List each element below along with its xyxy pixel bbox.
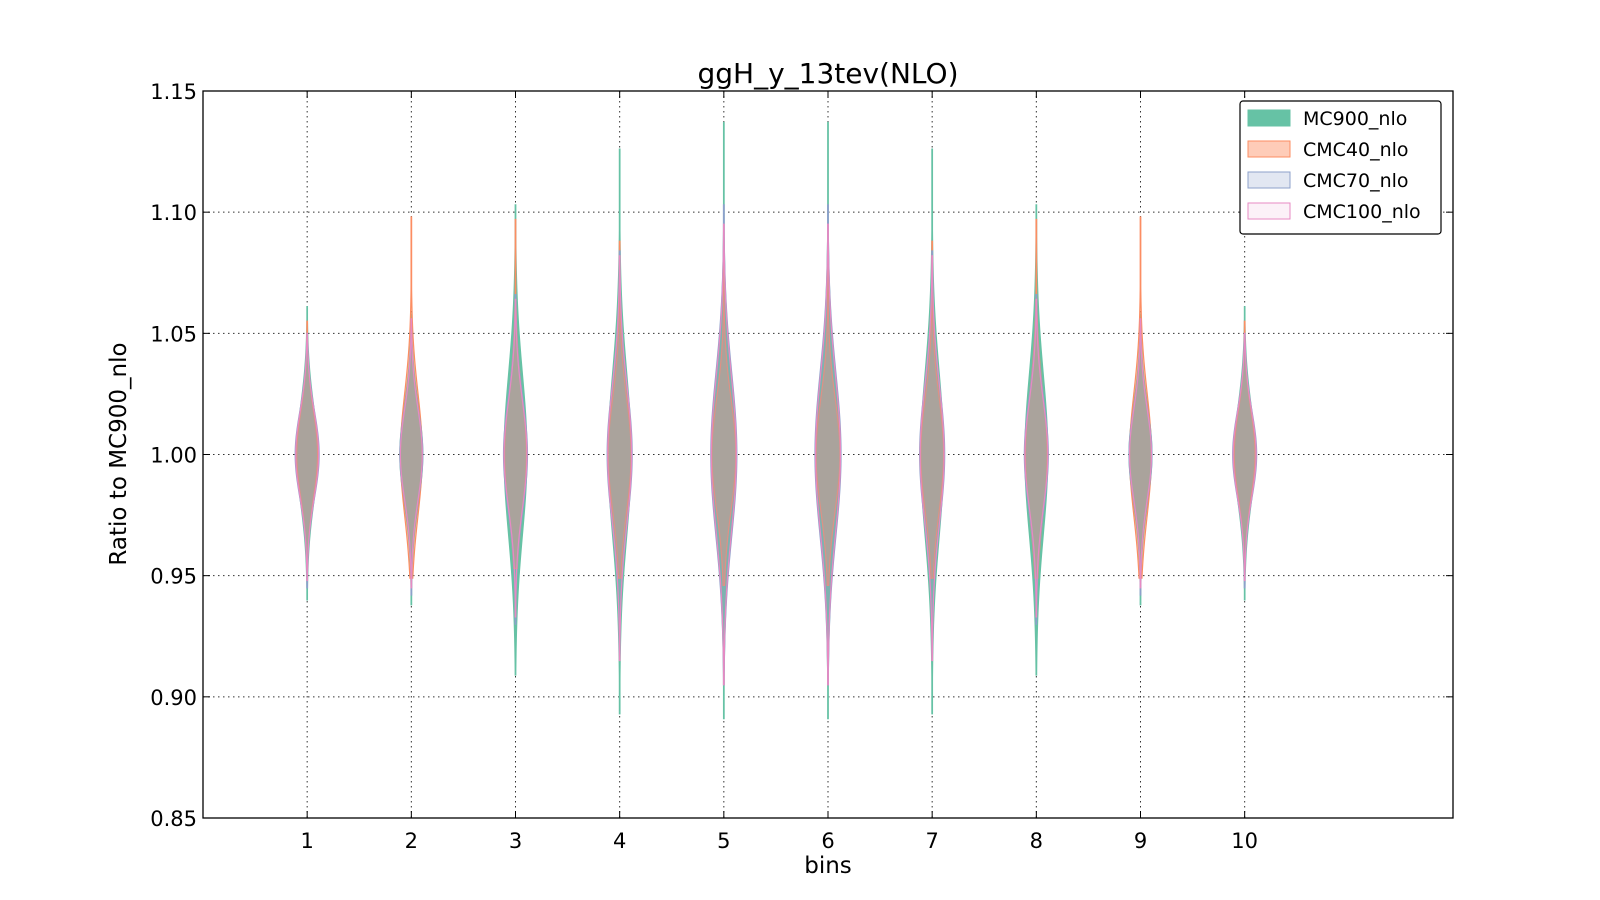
legend-label-CMC40_nlo: CMC40_nlo (1303, 139, 1409, 161)
violin-CMC100_nlo-bin-3 (503, 298, 528, 618)
violins (294, 121, 1258, 720)
x-tick-label: 1 (300, 829, 313, 853)
y-tick-label: 0.95 (150, 565, 197, 589)
legend: MC900_nlo CMC40_nlo CMC70_nlo CMC100_nlo (1239, 100, 1442, 235)
legend-label-CMC70_nlo: CMC70_nlo (1303, 170, 1409, 192)
legend-swatch-CMC40_nlo (1247, 140, 1291, 158)
violin-CMC100_nlo-bin-5 (710, 223, 737, 686)
violin-series-CMC100_nlo (295, 223, 1257, 686)
violin-CMC100_nlo-bin-7 (919, 255, 945, 662)
legend-label-MC900_nlo: MC900_nlo (1303, 108, 1407, 130)
violin-MC900_nlo-bin-3 (503, 204, 528, 676)
violin-CMC100_nlo-bin-9 (1128, 318, 1153, 589)
violin-CMC100_nlo-bin-10 (1232, 332, 1257, 582)
legend-swatch-MC900_nlo (1247, 109, 1291, 127)
violin-CMC40_nlo-bin-1 (296, 320, 319, 569)
violin-CMC100_nlo-bin-1 (295, 332, 320, 582)
legend-swatch-CMC70_nlo (1247, 171, 1291, 189)
violin-CMC100_nlo-bin-2 (399, 318, 423, 589)
violin-CMC100_nlo-bin-4 (607, 255, 633, 662)
x-tick-label: 8 (1030, 829, 1043, 853)
violin-CMC70_nlo-bin-5 (710, 204, 738, 686)
x-axis-label: bins (804, 853, 852, 879)
legend-swatch-CMC100_nlo (1247, 202, 1291, 220)
x-tick-label: 3 (509, 829, 522, 853)
legend-label-CMC100_nlo: CMC100_nlo (1303, 201, 1421, 223)
legend-box (1239, 100, 1442, 235)
y-axis-label: Ratio to MC900_nlo (106, 342, 132, 565)
y-tick-label: 1.10 (150, 201, 197, 225)
x-tick-label: 6 (821, 829, 834, 853)
violin-CMC100_nlo-bin-8 (1024, 298, 1049, 618)
axis-ticks: 1 2 3 4 5 6 7 8 9 10 0.85 0.90 0.95 1.00 1.05 1.10 1.15 (150, 80, 1453, 853)
y-tick-label: 1.00 (150, 444, 197, 468)
violin-CMC40_nlo-bin-10 (1233, 320, 1256, 569)
y-tick-label: 1.05 (150, 322, 197, 346)
chart-title: ggH_y_13tev(NLO) (697, 57, 958, 90)
x-tick-label: 7 (925, 829, 938, 853)
y-tick-label: 0.90 (150, 686, 197, 710)
violin-CMC100_nlo-bin-6 (814, 223, 842, 686)
y-tick-label: 1.15 (150, 80, 197, 104)
x-tick-label: 2 (405, 829, 418, 853)
y-tick-label: 0.85 (150, 807, 197, 831)
violin-series-CMC40_nlo (296, 216, 1256, 586)
x-tick-label: 10 (1231, 829, 1258, 853)
violin-MC900_nlo-bin-8 (1024, 204, 1049, 676)
x-tick-label: 5 (717, 829, 730, 853)
x-tick-label: 4 (613, 829, 626, 853)
violin-CMC70_nlo-bin-6 (814, 204, 842, 686)
x-tick-label: 9 (1134, 829, 1147, 853)
